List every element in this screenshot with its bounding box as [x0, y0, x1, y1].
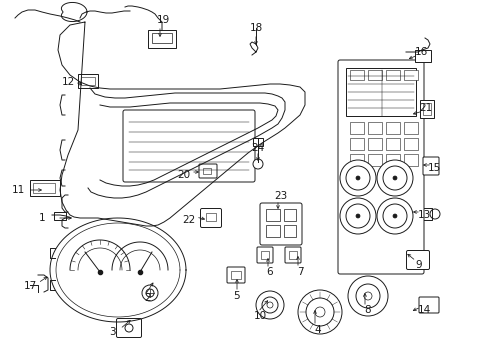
Bar [349, 70, 363, 80]
Bar [367, 154, 381, 166]
Bar [284, 225, 295, 237]
FancyBboxPatch shape [226, 267, 244, 283]
Bar [419, 100, 433, 118]
Bar [30, 180, 60, 196]
FancyBboxPatch shape [123, 110, 254, 182]
Bar [385, 154, 399, 166]
Text: 16: 16 [413, 47, 427, 57]
Text: 24: 24 [251, 143, 264, 153]
FancyBboxPatch shape [422, 157, 438, 175]
Bar [78, 74, 98, 88]
Circle shape [382, 204, 406, 228]
Circle shape [262, 297, 278, 313]
Circle shape [355, 176, 359, 180]
Circle shape [376, 198, 412, 234]
Bar [367, 70, 381, 80]
Bar [403, 154, 417, 166]
Circle shape [297, 290, 341, 334]
Bar [349, 154, 363, 166]
Bar [349, 122, 363, 134]
Bar [367, 122, 381, 134]
FancyBboxPatch shape [406, 251, 428, 270]
FancyBboxPatch shape [285, 247, 301, 263]
Bar [403, 138, 417, 150]
Circle shape [314, 307, 325, 317]
Text: 21: 21 [419, 103, 432, 113]
Circle shape [392, 176, 396, 180]
Bar [346, 68, 415, 116]
Bar [205, 213, 216, 221]
Circle shape [146, 289, 154, 297]
Bar [148, 30, 176, 48]
Text: 15: 15 [427, 163, 440, 173]
FancyBboxPatch shape [199, 164, 217, 178]
Circle shape [363, 292, 371, 300]
Bar [265, 209, 280, 221]
FancyBboxPatch shape [260, 203, 302, 245]
Text: 5: 5 [233, 291, 240, 301]
Bar [81, 77, 95, 85]
Bar [367, 138, 381, 150]
Text: 7: 7 [296, 267, 303, 277]
Text: 11: 11 [11, 185, 24, 195]
Bar [288, 251, 296, 259]
Circle shape [355, 284, 379, 308]
Circle shape [429, 209, 439, 219]
Bar [422, 103, 430, 115]
Text: 4: 4 [314, 325, 321, 335]
Text: 19: 19 [156, 15, 169, 25]
Bar [385, 70, 399, 80]
FancyBboxPatch shape [200, 208, 221, 228]
Bar [261, 251, 268, 259]
Text: 1: 1 [39, 213, 45, 223]
Text: 8: 8 [364, 305, 370, 315]
Circle shape [346, 166, 369, 190]
Text: 14: 14 [417, 305, 430, 315]
Circle shape [355, 214, 359, 218]
FancyBboxPatch shape [116, 319, 141, 338]
Text: 17: 17 [23, 281, 37, 291]
Bar [403, 70, 417, 80]
Bar [385, 122, 399, 134]
Circle shape [392, 214, 396, 218]
Text: 2: 2 [144, 293, 151, 303]
Text: 13: 13 [417, 210, 430, 220]
Circle shape [266, 302, 272, 308]
Bar [414, 50, 430, 62]
Bar [403, 122, 417, 134]
Text: 6: 6 [266, 267, 273, 277]
Circle shape [339, 198, 375, 234]
Bar [152, 33, 172, 43]
Bar [252, 138, 263, 146]
Bar [284, 209, 295, 221]
Text: 10: 10 [253, 311, 266, 321]
Bar [203, 168, 210, 174]
FancyBboxPatch shape [257, 247, 272, 263]
Bar [54, 212, 66, 220]
FancyBboxPatch shape [418, 297, 438, 313]
Text: 22: 22 [182, 215, 195, 225]
Circle shape [256, 291, 284, 319]
Bar [230, 271, 241, 279]
Text: 20: 20 [177, 170, 190, 180]
Bar [349, 138, 363, 150]
Text: 12: 12 [61, 77, 75, 87]
Circle shape [125, 324, 133, 332]
Circle shape [142, 285, 158, 301]
Circle shape [376, 160, 412, 196]
Bar [33, 183, 55, 193]
Circle shape [339, 160, 375, 196]
Circle shape [252, 159, 263, 169]
FancyBboxPatch shape [337, 60, 423, 274]
Circle shape [347, 276, 387, 316]
Circle shape [382, 166, 406, 190]
Text: 9: 9 [415, 260, 422, 270]
Bar [265, 225, 280, 237]
Text: 18: 18 [249, 23, 262, 33]
Circle shape [305, 298, 333, 326]
Bar [385, 138, 399, 150]
Circle shape [346, 204, 369, 228]
Text: 3: 3 [108, 327, 115, 337]
Text: 23: 23 [274, 191, 287, 201]
